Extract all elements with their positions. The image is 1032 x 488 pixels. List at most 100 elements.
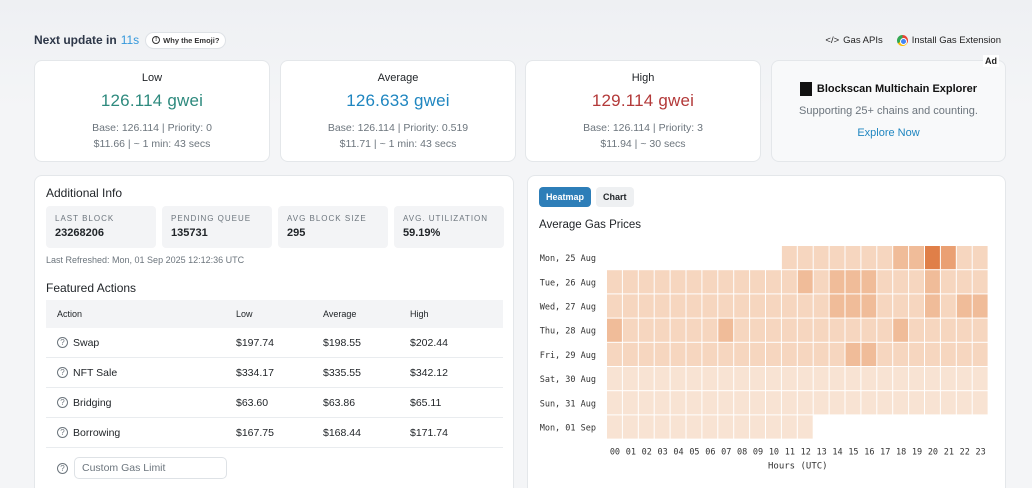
heatmap-cell[interactable] (797, 391, 813, 415)
heatmap-cell[interactable] (813, 342, 829, 366)
heatmap-cell[interactable] (766, 318, 781, 342)
heatmap-cell[interactable] (813, 391, 829, 415)
heatmap-cell[interactable] (734, 391, 750, 415)
heatmap-cell[interactable] (972, 270, 988, 294)
heatmap-cell[interactable] (654, 342, 670, 366)
heatmap-cell[interactable] (893, 294, 909, 318)
heatmap-cell[interactable] (893, 318, 909, 342)
heatmap-cell[interactable] (638, 367, 654, 391)
heatmap-cell[interactable] (813, 246, 829, 270)
heatmap-cell[interactable] (702, 367, 718, 391)
heatmap-cell[interactable] (972, 367, 988, 391)
heatmap-cell[interactable] (781, 318, 797, 342)
heatmap-cell[interactable] (797, 415, 813, 439)
heatmap-cell[interactable] (654, 391, 670, 415)
heatmap-cell[interactable] (686, 391, 702, 415)
heatmap-cell[interactable] (750, 318, 765, 342)
heatmap-cell[interactable] (956, 391, 972, 415)
heatmap-cell[interactable] (829, 270, 845, 294)
heatmap-cell[interactable] (845, 342, 861, 366)
heatmap-cell[interactable] (909, 342, 924, 366)
heatmap-cell[interactable] (972, 318, 988, 342)
heatmap-cell[interactable] (638, 294, 654, 318)
help-icon[interactable]: ? (57, 337, 68, 348)
heatmap-cell[interactable] (972, 342, 988, 366)
heatmap-cell[interactable] (925, 294, 940, 318)
heatmap-cell[interactable] (622, 342, 638, 366)
heatmap-cell[interactable] (718, 391, 734, 415)
custom-gas-limit-input[interactable]: Custom Gas Limit (74, 457, 227, 479)
heatmap-cell[interactable] (956, 342, 972, 366)
heatmap-cell[interactable] (893, 342, 909, 366)
heatmap-cell[interactable] (909, 246, 924, 270)
heatmap-cell[interactable] (781, 342, 797, 366)
heatmap-cell[interactable] (909, 270, 924, 294)
heatmap-cell[interactable] (861, 391, 877, 415)
heatmap-cell[interactable] (734, 415, 750, 439)
heatmap-cell[interactable] (861, 246, 877, 270)
heatmap-cell[interactable] (925, 270, 940, 294)
heatmap-cell[interactable] (845, 391, 861, 415)
heatmap-cell[interactable] (845, 270, 861, 294)
heatmap-cell[interactable] (750, 391, 765, 415)
heatmap-cell[interactable] (766, 294, 781, 318)
heatmap-cell[interactable] (940, 270, 956, 294)
heatmap-cell[interactable] (766, 270, 781, 294)
heatmap-cell[interactable] (925, 246, 940, 270)
heatmap-cell[interactable] (622, 415, 638, 439)
heatmap-cell[interactable] (781, 415, 797, 439)
heatmap-cell[interactable] (861, 294, 877, 318)
heatmap-cell[interactable] (781, 367, 797, 391)
heatmap-cell[interactable] (638, 270, 654, 294)
heatmap-cell[interactable] (607, 367, 622, 391)
heatmap-cell[interactable] (750, 367, 765, 391)
heatmap-cell[interactable] (909, 367, 924, 391)
heatmap-cell[interactable] (686, 342, 702, 366)
heatmap-cell[interactable] (893, 391, 909, 415)
heatmap-cell[interactable] (607, 391, 622, 415)
heatmap-cell[interactable] (956, 367, 972, 391)
heatmap-cell[interactable] (893, 270, 909, 294)
help-icon[interactable]: ? (57, 367, 68, 378)
heatmap-cell[interactable] (956, 246, 972, 270)
heatmap-cell[interactable] (893, 246, 909, 270)
heatmap-cell[interactable] (718, 318, 734, 342)
heatmap-cell[interactable] (686, 270, 702, 294)
heatmap-cell[interactable] (781, 391, 797, 415)
heatmap-cell[interactable] (686, 294, 702, 318)
heatmap-cell[interactable] (702, 342, 718, 366)
install-extension-link[interactable]: Install Gas Extension (896, 34, 1001, 46)
heatmap-cell[interactable] (607, 318, 622, 342)
heatmap-cell[interactable] (829, 342, 845, 366)
heatmap-cell[interactable] (909, 318, 924, 342)
heatmap-cell[interactable] (670, 270, 686, 294)
heatmap-cell[interactable] (702, 391, 718, 415)
heatmap-cell[interactable] (702, 318, 718, 342)
heatmap-cell[interactable] (686, 367, 702, 391)
heatmap-cell[interactable] (654, 318, 670, 342)
heatmap-cell[interactable] (622, 367, 638, 391)
heatmap-cell[interactable] (718, 294, 734, 318)
heatmap-cell[interactable] (797, 294, 813, 318)
heatmap-cell[interactable] (925, 318, 940, 342)
why-emoji-button[interactable]: ! Why the Emoji? (145, 31, 227, 49)
heatmap-cell[interactable] (670, 318, 686, 342)
heatmap-cell[interactable] (813, 270, 829, 294)
heatmap-cell[interactable] (734, 318, 750, 342)
heatmap-cell[interactable] (861, 270, 877, 294)
heatmap-cell[interactable] (638, 342, 654, 366)
heatmap-cell[interactable] (718, 415, 734, 439)
heatmap-cell[interactable] (925, 367, 940, 391)
heatmap-cell[interactable] (654, 415, 670, 439)
heatmap-cell[interactable] (829, 318, 845, 342)
heatmap-cell[interactable] (654, 367, 670, 391)
heatmap-cell[interactable] (972, 246, 988, 270)
heatmap-cell[interactable] (766, 415, 781, 439)
heatmap-cell[interactable] (940, 318, 956, 342)
heatmap-cell[interactable] (845, 246, 861, 270)
heatmap-cell[interactable] (797, 246, 813, 270)
heatmap-cell[interactable] (718, 270, 734, 294)
heatmap-cell[interactable] (781, 246, 797, 270)
explore-now-link[interactable]: Explore Now (857, 127, 920, 139)
heatmap-cell[interactable] (861, 367, 877, 391)
